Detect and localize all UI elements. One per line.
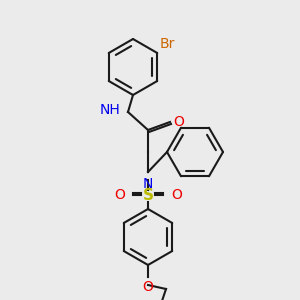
Text: O: O [142,280,153,294]
Text: Br: Br [159,37,175,51]
Text: O: O [171,188,182,202]
Text: S: S [142,188,154,202]
Text: N: N [143,177,153,191]
Text: NH: NH [100,103,120,117]
Text: O: O [173,115,184,129]
Text: O: O [114,188,125,202]
